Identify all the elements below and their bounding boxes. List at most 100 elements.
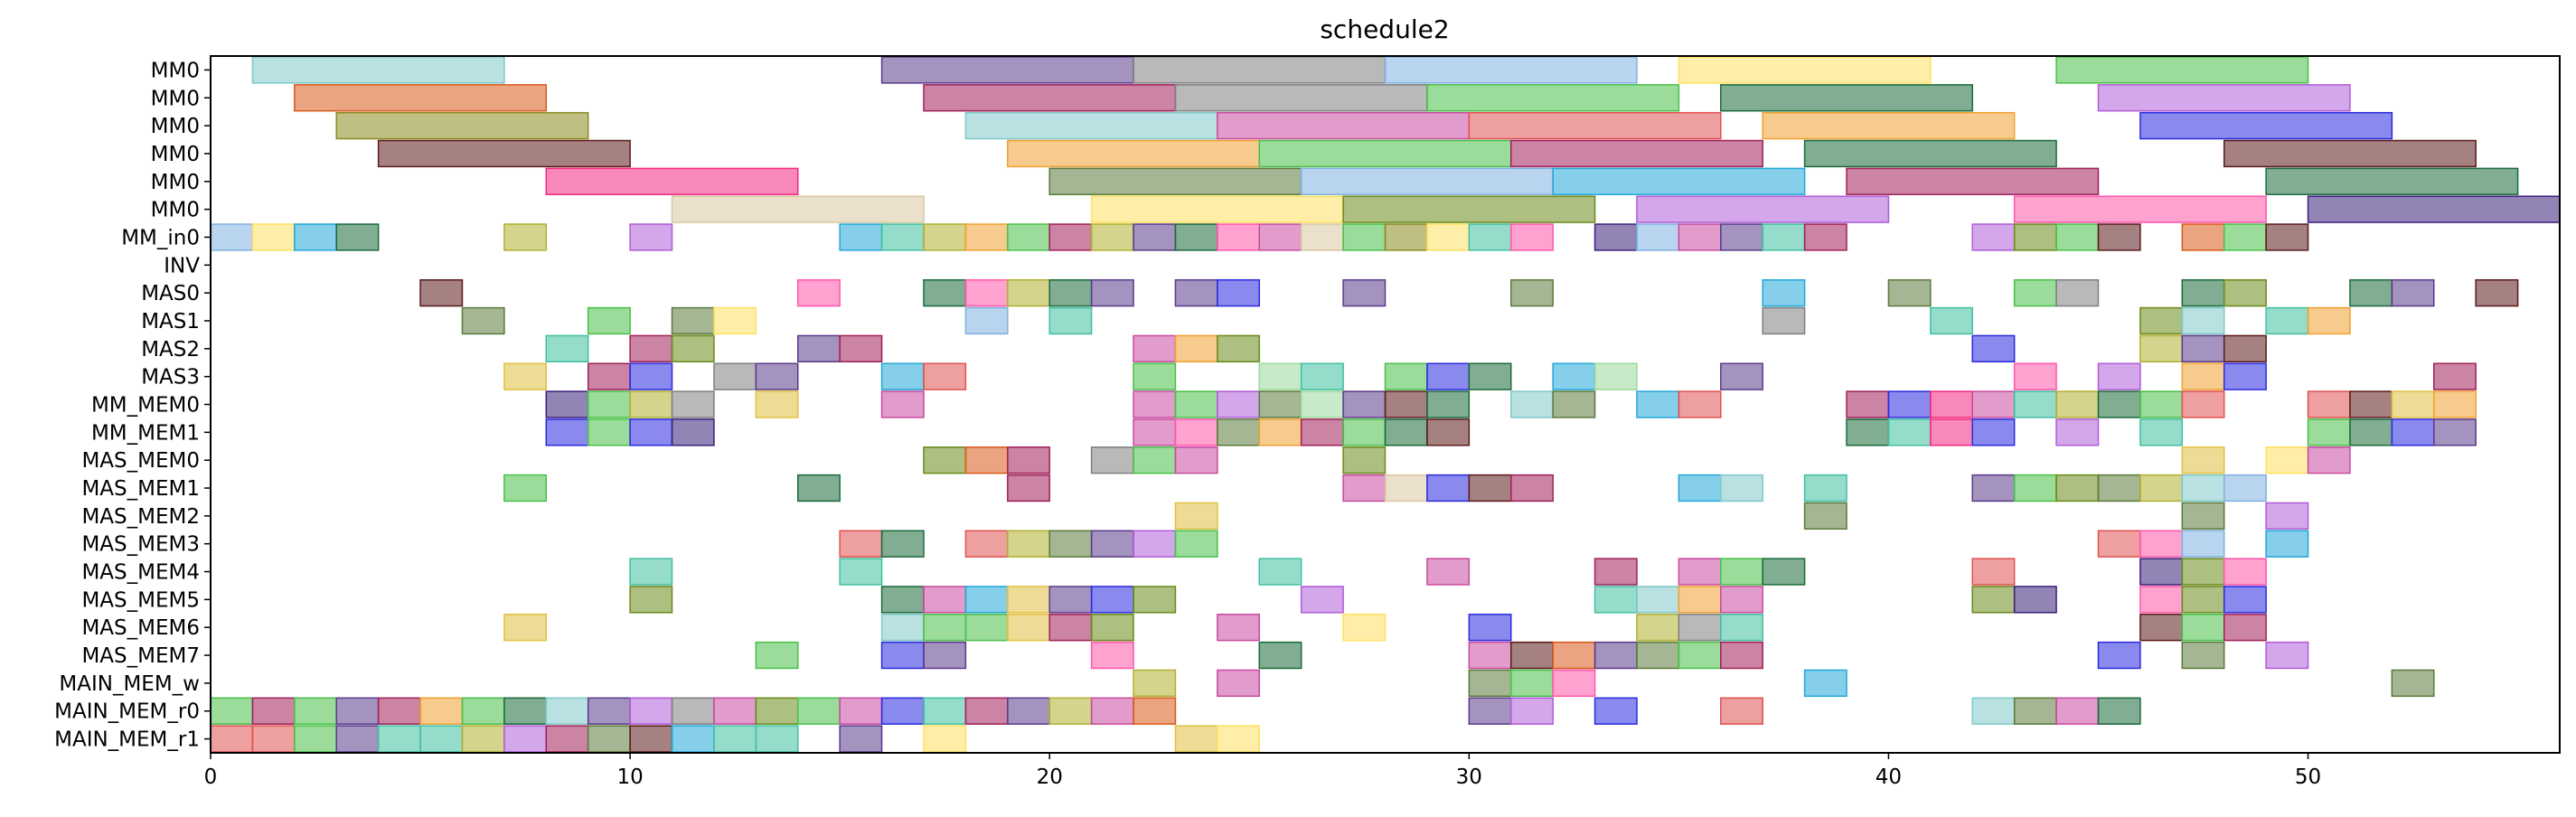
task-bar [1258, 558, 1302, 586]
task-bar [1217, 390, 1261, 418]
task-bar [923, 725, 967, 753]
task-bar [923, 362, 967, 390]
task-bar [2391, 669, 2435, 698]
task-bar [1133, 530, 1177, 558]
task-bar [1007, 586, 1050, 614]
x-tick-label: 30 [1456, 765, 1482, 789]
chart-title: schedule2 [1320, 14, 1449, 44]
task-bar [1300, 167, 1554, 195]
task-bar [1048, 223, 1093, 251]
task-bar [2181, 278, 2225, 307]
task-bar [2475, 278, 2519, 307]
task-bar [671, 725, 715, 753]
task-bar [2139, 474, 2184, 502]
task-bar [880, 530, 925, 558]
task-bar [1762, 223, 1806, 251]
task-bar [923, 446, 967, 474]
task-bar [2265, 641, 2309, 670]
task-bar [503, 223, 548, 251]
task-bar [1930, 390, 1974, 418]
task-bar [1007, 446, 1050, 474]
task-bar [1048, 278, 1093, 307]
task-bar [1090, 446, 1134, 474]
task-bar [629, 362, 673, 390]
x-axis: 0 10 20 30 40 50 [204, 753, 2321, 789]
task-bar [923, 278, 967, 307]
task-bar [1342, 278, 1387, 307]
y-tick-label: MM0 [151, 87, 200, 110]
task-bar [1300, 390, 1344, 418]
task-bar [2223, 334, 2267, 362]
task-bar [2307, 390, 2351, 418]
task-bar [1720, 558, 1763, 586]
task-bar [251, 223, 296, 251]
task-bar [880, 614, 925, 642]
task-bar [294, 697, 337, 725]
task-bar [964, 586, 1009, 614]
task-bar [671, 390, 715, 418]
y-tick-label: MM0 [151, 171, 200, 194]
y-tick-label: MAIN_MEM_r0 [54, 700, 200, 724]
task-bar [1342, 446, 1387, 474]
task-bar [1720, 614, 1763, 642]
task-bar [755, 697, 799, 725]
task-bar [2139, 614, 2184, 642]
task-bar [335, 111, 589, 140]
task-bar [1509, 669, 1554, 698]
task-bar [2391, 390, 2435, 418]
task-bar [587, 418, 631, 446]
task-bar [2013, 586, 2057, 614]
y-tick-label: MAIN_MEM_w [59, 672, 200, 696]
task-bar [1636, 390, 1680, 418]
task-bar [880, 223, 925, 251]
task-bar [1803, 139, 2057, 168]
task-bar [2013, 223, 2057, 251]
task-bar [1426, 84, 1680, 112]
task-bar [1342, 614, 1387, 642]
task-bar [923, 223, 967, 251]
task-bar [1342, 223, 1387, 251]
task-bar [2223, 223, 2267, 251]
task-bar [545, 334, 589, 362]
task-bar [2055, 390, 2100, 418]
task-bar [964, 697, 1009, 725]
y-tick-label: MAS_MEM6 [81, 616, 200, 640]
task-bar [839, 223, 883, 251]
task-bar [964, 614, 1009, 642]
task-bar [1720, 641, 1763, 670]
task-bar [923, 697, 967, 725]
task-bar [1384, 223, 1428, 251]
task-bar [2181, 223, 2225, 251]
task-bar [1930, 306, 1974, 335]
task-bar [1552, 390, 1596, 418]
task-bar [2181, 558, 2225, 586]
task-bar [671, 334, 715, 362]
task-bar [1762, 306, 1806, 335]
task-bar [1007, 530, 1050, 558]
task-bar [1509, 139, 1763, 168]
task-bar [210, 697, 254, 725]
task-bar [2097, 362, 2141, 390]
task-bar [1762, 111, 2016, 140]
task-bar [964, 223, 1009, 251]
task-bar [1468, 669, 1512, 698]
task-bar [587, 390, 631, 418]
task-bar [503, 362, 548, 390]
task-bar [1133, 390, 1177, 418]
task-bar [839, 697, 883, 725]
x-tick-label: 10 [616, 765, 643, 789]
task-bar [671, 195, 925, 223]
task-bar [1678, 56, 1932, 84]
task-bar [1048, 586, 1093, 614]
task-bar [2139, 306, 2184, 335]
task-bar [1090, 195, 1344, 223]
task-bar [1594, 586, 1638, 614]
task-bar [1384, 56, 1638, 84]
task-bar [2223, 139, 2477, 168]
task-bar [1720, 586, 1763, 614]
task-bar [1133, 446, 1177, 474]
task-bar [1594, 223, 1638, 251]
task-bar [880, 390, 925, 418]
task-bar [2265, 530, 2309, 558]
task-bar [2097, 390, 2141, 418]
